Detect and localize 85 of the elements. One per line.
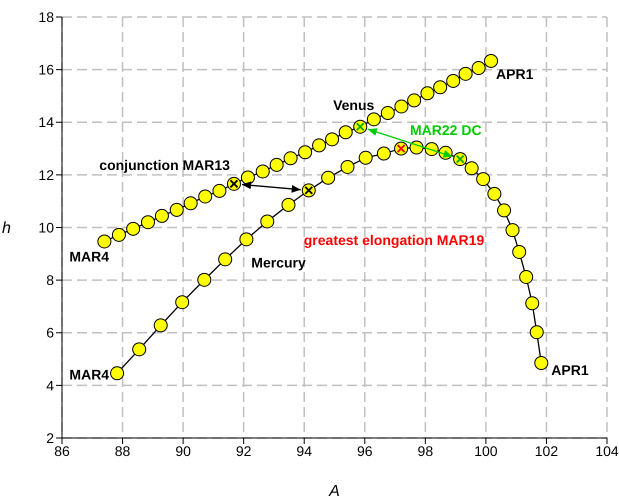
point: [525, 296, 540, 310]
point: [260, 214, 274, 228]
point: [298, 145, 312, 160]
point: [394, 142, 408, 156]
point: [394, 99, 408, 114]
point: [358, 150, 373, 165]
y-tick-label: 18: [38, 8, 54, 25]
point: [380, 106, 395, 120]
annotation: MAR22 DC: [410, 122, 482, 138]
point: [340, 160, 355, 174]
point: [312, 138, 326, 152]
point: [519, 270, 534, 284]
point: [97, 234, 112, 248]
y-tick-label: 4: [46, 377, 54, 394]
annotation: APR1: [496, 66, 534, 82]
point: [197, 272, 212, 287]
point: [112, 228, 126, 242]
point: [302, 183, 316, 198]
point: [458, 66, 473, 81]
point: [140, 215, 155, 230]
point: [407, 93, 422, 108]
point: [534, 356, 548, 370]
point: [226, 176, 241, 191]
x-axis-title: A: [328, 483, 340, 498]
x-tick-label: 96: [356, 442, 373, 459]
point: [154, 318, 168, 332]
annotation: greatest elongation MAR19: [304, 232, 484, 248]
point: [218, 252, 232, 266]
point: [530, 325, 544, 340]
point: [270, 158, 284, 172]
x-tick-label: 98: [418, 442, 434, 459]
series-label: Mercury: [251, 254, 306, 270]
point: [338, 125, 353, 140]
y-tick-label: 16: [38, 62, 54, 78]
y-tick-label: 8: [46, 272, 54, 288]
point: [256, 164, 270, 178]
x-tick-label: 90: [175, 442, 192, 459]
y-tick-label: 2: [46, 430, 54, 446]
point: [240, 170, 255, 185]
point: [420, 86, 434, 100]
point: [446, 74, 460, 88]
point: [132, 342, 146, 356]
point: [281, 198, 296, 212]
point: [487, 186, 502, 201]
point: [472, 61, 486, 76]
series-label: Venus: [333, 97, 375, 114]
point: [325, 132, 340, 146]
point: [154, 208, 169, 223]
x-tick-label: 100: [474, 442, 498, 459]
x-tick-label: 92: [236, 442, 252, 459]
x-tick-label: 102: [534, 442, 558, 459]
point: [506, 223, 520, 238]
point: [184, 196, 198, 210]
point: [239, 232, 254, 246]
annotation: MAR4: [69, 366, 110, 382]
x-tick-label: 94: [296, 442, 312, 459]
point: [212, 184, 226, 198]
annotation: conjunction MAR13: [99, 156, 230, 173]
point: [353, 120, 368, 134]
annotation: APR1: [551, 362, 589, 378]
point: [497, 203, 512, 218]
annotation: MAR4: [69, 248, 110, 264]
point: [464, 161, 479, 176]
point: [484, 54, 498, 68]
point: [433, 80, 448, 94]
point: [284, 151, 298, 166]
point: [453, 152, 468, 166]
x-tick-label: 86: [54, 442, 70, 459]
y-tick-label: 12: [38, 166, 54, 183]
point: [198, 189, 212, 204]
point: [476, 172, 490, 186]
point: [175, 295, 190, 310]
point: [512, 244, 526, 259]
point: [126, 222, 140, 236]
point: [376, 146, 391, 161]
point: [366, 112, 381, 126]
x-tick-label: 104: [595, 442, 619, 459]
point: [110, 366, 124, 380]
point: [170, 202, 184, 217]
point: [321, 170, 336, 185]
x-tick-label: 88: [114, 442, 131, 459]
y-tick-label: 6: [46, 324, 54, 341]
y-tick-label: 10: [38, 219, 54, 236]
y-axis-title: h: [2, 220, 11, 238]
y-tick-label: 14: [38, 114, 54, 130]
